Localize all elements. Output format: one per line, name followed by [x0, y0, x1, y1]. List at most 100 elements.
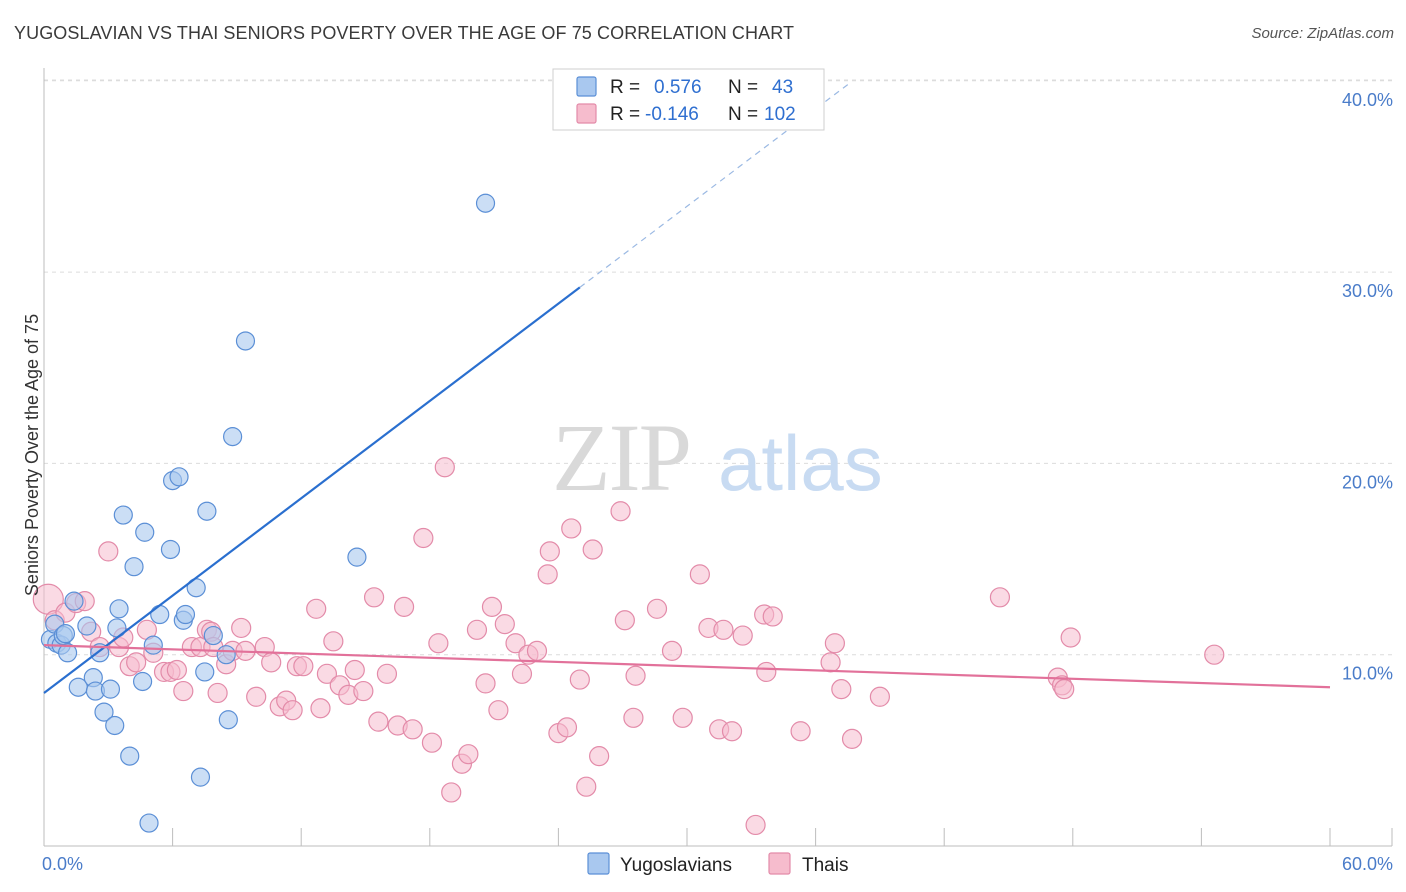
thais-point [466, 619, 488, 640]
thais-point [721, 721, 743, 742]
yugoslavians-point [218, 710, 238, 730]
legend-n-value-2: 102 [764, 104, 796, 125]
thais-point [293, 656, 314, 677]
yugoslavians-point [195, 662, 215, 682]
thais-point [481, 596, 503, 617]
bottom-legend-label-thais: Thais [802, 855, 848, 876]
y-tick-label-30: 30.0% [1342, 281, 1393, 301]
thais-trend-line [43, 644, 1331, 689]
yugoslavians-point [197, 501, 217, 521]
thais-point [282, 700, 303, 721]
yugoslavians-point [57, 643, 78, 663]
thais-point [672, 707, 693, 728]
thais-point [831, 679, 852, 700]
yugoslavians-point [235, 331, 256, 351]
chart-title: YUGOSLAVIAN VS THAI SENIORS POVERTY OVER… [14, 23, 795, 43]
thais-point [713, 619, 734, 640]
legend-r-value-2: -0.146 [645, 104, 699, 125]
thais-point [569, 669, 590, 690]
bottom-legend-swatch-yugoslavians [587, 852, 610, 875]
legend-r-label-1: R = [610, 77, 640, 98]
legend-swatch-yugoslavians [576, 76, 597, 97]
yugoslavians-point [120, 746, 140, 766]
thais-point [589, 745, 610, 767]
yugoslavians-point [175, 604, 196, 625]
thais-point [689, 564, 710, 585]
thais-point [1054, 679, 1075, 700]
yugoslavians-point [124, 557, 144, 577]
yugoslavians-point [160, 539, 181, 560]
yugoslavians-point [94, 702, 114, 722]
legend-r-label-2: R = [610, 104, 640, 125]
thais-point [1204, 644, 1225, 665]
yugoslavians-point [77, 616, 97, 636]
thais-point [505, 633, 526, 654]
thais-point [310, 698, 331, 719]
yugoslavians-point [475, 193, 496, 213]
trend-lines [43, 84, 1331, 694]
thais-point [494, 613, 515, 635]
thais-point [745, 814, 766, 836]
bottom-legend-swatch-thais [768, 852, 791, 875]
thais-point [820, 652, 841, 673]
yugoslavians-point [132, 671, 153, 692]
source-label: Source: ZipAtlas.com [1251, 25, 1394, 42]
legend-n-label-2: N = [728, 104, 758, 125]
thais-point [762, 606, 783, 627]
yugoslavians-point [169, 467, 189, 487]
thais-point [323, 631, 344, 652]
thais-point [353, 680, 374, 702]
thais-point [561, 518, 582, 539]
thais-point [344, 659, 365, 681]
series-legend: Yugoslavians Thais [587, 852, 848, 876]
yugoslavians-point [100, 679, 121, 699]
yugoslavians-point [55, 624, 76, 644]
thais-point [393, 596, 415, 617]
thais-point [475, 673, 496, 694]
thais-point [556, 717, 578, 738]
thais-point [582, 539, 603, 560]
yugoslavians-point [223, 427, 243, 447]
thais-point [623, 707, 644, 728]
yugoslavians-point [135, 522, 155, 542]
series-yugoslavians-points [40, 193, 496, 833]
thais-point [363, 587, 385, 608]
yugoslavians-point [190, 767, 211, 787]
thais-point [576, 776, 597, 797]
thais-point [441, 782, 462, 803]
thais-point [421, 732, 443, 753]
thais-point [402, 719, 423, 740]
correlation-legend: R = 0.576 N = 43 R = -0.146 N = 102 [552, 68, 825, 131]
thais-point [173, 680, 194, 702]
yugoslavians-point [105, 715, 125, 736]
thais-point [790, 721, 811, 742]
thais-point [166, 659, 187, 681]
thais-point [841, 728, 863, 749]
legend-r-value-1: 0.576 [654, 77, 702, 98]
yugoslavians-point [139, 813, 159, 833]
y-tick-label-10: 10.0% [1342, 664, 1393, 684]
thais-point [511, 663, 533, 684]
thais-point [306, 598, 327, 619]
yugoslavians-point [64, 591, 84, 611]
thais-point [376, 663, 398, 684]
thais-point [732, 625, 753, 646]
thais-point [610, 501, 631, 522]
axes [43, 68, 1393, 847]
thais-point [368, 711, 389, 732]
thais-point [207, 682, 228, 704]
thais-point [661, 640, 683, 661]
yugoslavians-point [109, 599, 129, 619]
watermark-atlas: atlas [718, 419, 883, 507]
legend-swatch-thais [576, 103, 597, 124]
thais-point [261, 652, 282, 673]
yugoslavians-point [347, 547, 367, 567]
grid-lines [44, 79, 1392, 656]
thais-point [989, 587, 1011, 608]
thais-point [98, 541, 119, 562]
legend-n-value-1: 43 [772, 77, 793, 98]
yugoslavians-trend-line [43, 286, 581, 694]
watermark: ZIP atlas [552, 404, 883, 511]
bottom-legend-label-yugoslavians: Yugoslavians [620, 855, 732, 876]
